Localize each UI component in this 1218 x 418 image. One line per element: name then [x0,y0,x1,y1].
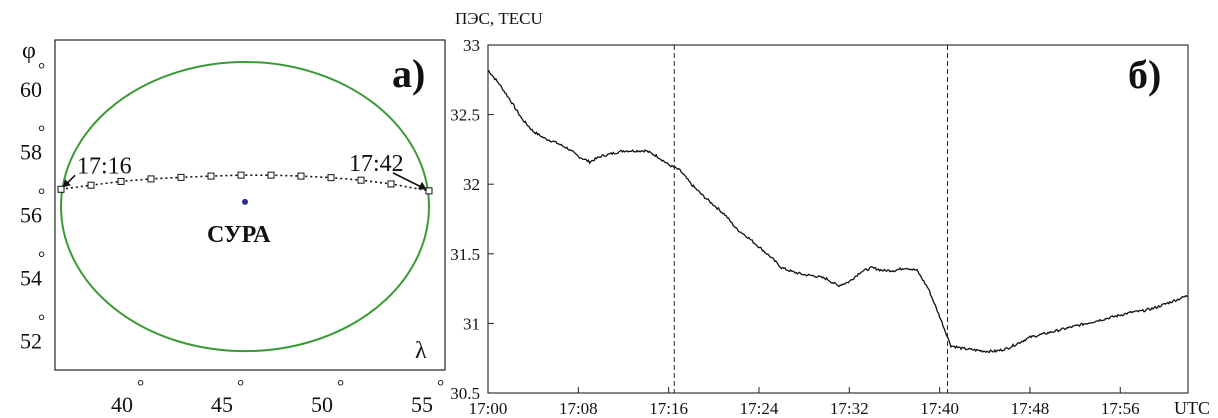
degree-mark: ° [437,376,444,396]
track-point [117,177,125,185]
panel-b-label: б) [1128,52,1161,97]
x-tick-label: 17:32 [830,399,869,418]
y-axis-label: ПЭС, TECU [455,9,543,28]
track-point [387,180,395,188]
map-y-tick-label: 52 [20,328,42,353]
y-tick-label: 31 [463,314,480,333]
y-axis-symbol: φ [22,38,36,64]
track-point [267,171,275,179]
y-tick-label: 32 [463,175,480,194]
panel-a-map: а) φ λ 40°45°50°55°52°54°56°58°60°17:16 1… [20,38,446,417]
map-x-tick-label: 50 [311,392,333,417]
map-y-tick-label: 58 [20,140,42,165]
y-tick-label: 33 [463,36,480,55]
track-point [425,187,433,195]
track-point [297,172,305,180]
map-x-tick-label: 45 [211,392,233,417]
x-tick-label: 17:08 [559,399,598,418]
degree-mark: ° [38,247,45,267]
track-point [357,176,365,184]
map-frame [54,39,446,371]
x-tick-label: 17:40 [920,399,959,418]
panel-a-label: а) [392,51,425,96]
track-start-label: 17:16 [77,153,132,179]
map-y-tick-label: 60 [20,77,42,102]
track-start-arrowhead [63,179,71,188]
track-point [57,185,65,193]
track-point [147,175,155,183]
x-axis-symbol: λ [415,338,427,364]
x-tick-label: 17:48 [1011,399,1050,418]
map-x-tick-label: 40 [111,392,133,417]
degree-mark: ° [38,185,45,205]
map-y-tick-label: 54 [20,265,42,290]
degree-mark: ° [38,122,45,142]
tec-series-line [487,69,1189,354]
map-y-tick-label: 56 [20,203,42,228]
map-x-tick-label: 55 [411,392,433,417]
track-point [87,181,95,189]
x-tick-label: 17:00 [469,399,508,418]
track-point [327,174,335,182]
station-label: СУРА [207,222,271,248]
x-tick-label: 17:56 [1101,399,1140,418]
track-point [207,172,215,180]
y-tick-label: 30.5 [450,384,480,403]
track-point [237,171,245,179]
panel-b-tec-chart: ПЭС, TECU UTC б) 30.5 31 31.5 32 32.5 33 17:00… [450,9,1210,418]
x-tick-label: 17:16 [649,399,688,418]
plot-frame [487,44,1189,394]
track-point [177,173,185,181]
station-marker [242,198,248,205]
track-end-label: 17:42 [349,151,404,177]
visibility-circle [60,61,430,353]
y-tick-label: 32.5 [450,106,480,125]
degree-mark: ° [137,376,144,396]
x-tick-label: 17:24 [740,399,779,418]
degree-mark: ° [237,376,244,396]
degree-mark: ° [337,376,344,396]
degree-mark: ° [38,59,45,79]
track-end-arrowhead [418,181,427,190]
x-axis-label: UTC [1174,398,1210,418]
y-tick-label: 31.5 [450,245,480,264]
degree-mark: ° [38,310,45,330]
